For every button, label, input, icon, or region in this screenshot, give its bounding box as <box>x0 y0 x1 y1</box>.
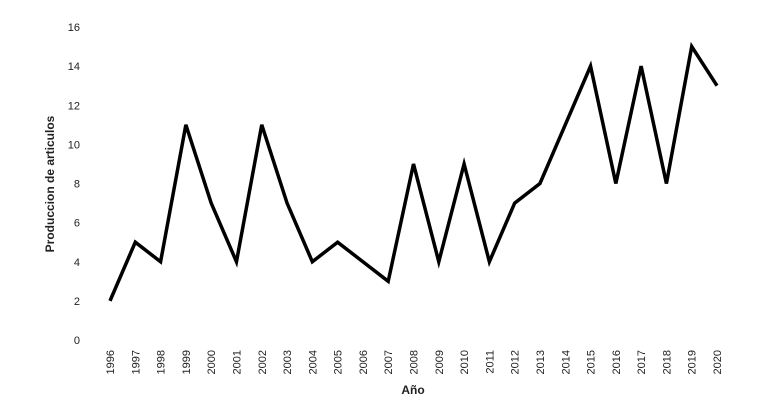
x-tick-label: 2008 <box>409 350 421 374</box>
x-tick-label: 2003 <box>282 350 294 374</box>
x-tick-label: 2017 <box>636 350 648 374</box>
y-tick-label: 8 <box>74 179 80 191</box>
y-tick-label: 2 <box>74 296 80 308</box>
x-tick-label: 2018 <box>661 350 673 374</box>
x-tick-label: 2011 <box>484 350 496 374</box>
y-tick-label: 6 <box>74 218 80 230</box>
x-tick-label: 1998 <box>156 350 168 374</box>
y-axis-label: Produccion de articulos <box>43 115 57 252</box>
y-tick-label: 16 <box>68 22 80 34</box>
x-tick-label: 2019 <box>687 350 699 374</box>
x-tick-label: 2009 <box>434 350 446 374</box>
x-tick-label: 2007 <box>383 350 395 374</box>
data-line <box>108 41 719 302</box>
y-tick-label: 10 <box>68 139 80 151</box>
x-tick-label: 2000 <box>206 350 218 374</box>
x-tick-label: 2016 <box>611 350 623 374</box>
y-tick-label: 12 <box>68 100 80 112</box>
x-tick-label: 2004 <box>307 350 319 374</box>
y-tick-label: 4 <box>74 257 80 269</box>
x-tick-label: 2006 <box>358 350 370 374</box>
x-tick-label: 2005 <box>333 350 345 374</box>
x-tick-label: 1996 <box>105 350 117 374</box>
x-tick-label: 2002 <box>257 350 269 374</box>
x-tick-label: 1999 <box>181 350 193 374</box>
x-tick-label: 2010 <box>459 350 471 374</box>
x-tick-label: 2020 <box>712 350 724 374</box>
x-tick-label: 2013 <box>535 350 547 374</box>
x-tick-label: 2014 <box>560 350 572 374</box>
x-tick-label: 1997 <box>130 350 142 374</box>
x-tick-label: 2012 <box>510 350 522 374</box>
x-tick-label: 2015 <box>586 350 598 374</box>
x-axis-label: Año <box>401 383 424 397</box>
x-tick-label: 2001 <box>231 350 243 374</box>
y-tick-label: 14 <box>68 61 80 73</box>
y-tick-label: 0 <box>74 335 80 347</box>
